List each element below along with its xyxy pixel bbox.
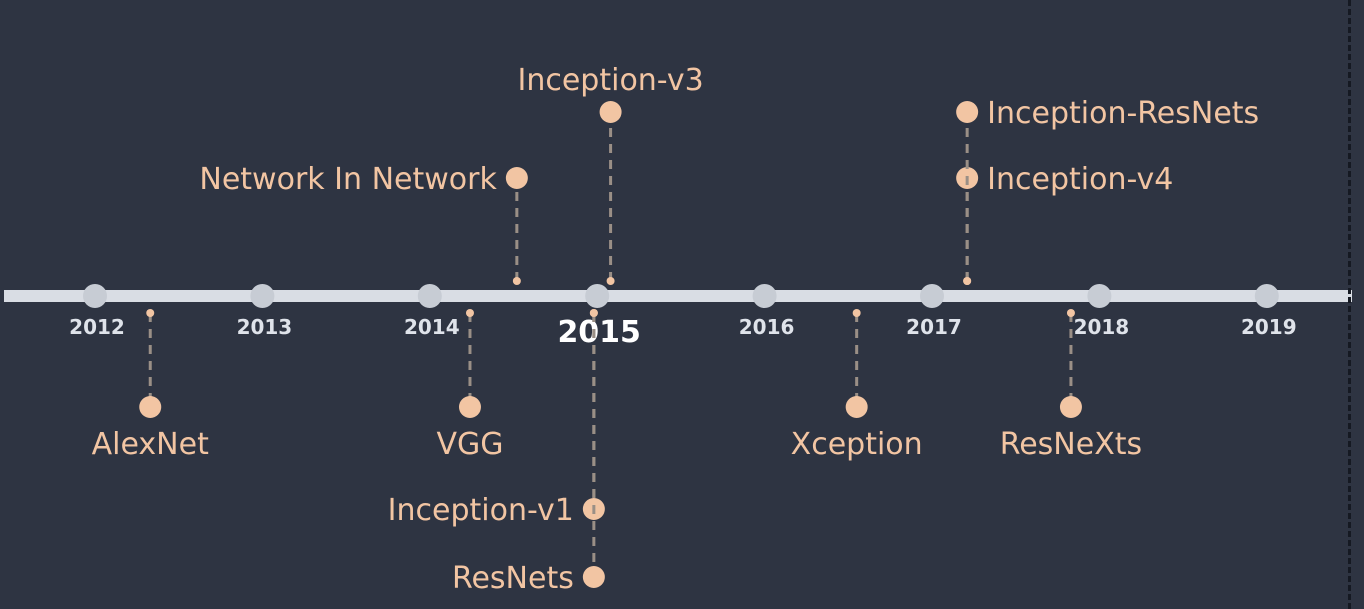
event-label-inception-v3: Inception-v3	[517, 63, 703, 98]
anchor-dot-resnets	[589, 309, 598, 317]
event-label-network-in-network: Network In Network	[199, 162, 497, 197]
anchor-dot-resnexts	[1066, 309, 1075, 317]
year-label-2019: 2019	[1241, 315, 1297, 339]
anchor-dot-inception-v3	[606, 277, 615, 285]
event-dot-vgg	[458, 396, 481, 418]
year-dot-2016	[752, 284, 777, 308]
anchor-dot-network-in-network	[512, 277, 521, 285]
year-label-2017: 2017	[906, 315, 962, 339]
event-dot-resnets	[582, 566, 605, 588]
event-label-resnexts: ResNeXts	[1000, 427, 1142, 462]
event-dot-resnexts	[1059, 396, 1082, 418]
event-dot-alexnet	[139, 396, 162, 418]
year-label-2013: 2013	[237, 315, 293, 339]
event-label-vgg: VGG	[436, 427, 503, 462]
year-dot-2013	[250, 284, 275, 308]
year-label-2012: 2012	[69, 315, 125, 339]
year-label-2018: 2018	[1074, 315, 1130, 339]
event-dot-network-in-network	[505, 167, 528, 189]
year-dot-2018	[1087, 284, 1112, 308]
event-label-alexnet: AlexNet	[92, 427, 209, 462]
event-label-resnets: ResNets	[452, 561, 574, 596]
event-label-inception-v4: Inception-v4	[987, 162, 1173, 197]
year-dot-2012	[83, 284, 107, 308]
year-label-2016: 2016	[739, 315, 795, 339]
anchor-dot-inception-resnets	[963, 277, 972, 285]
year-dot-2014	[417, 284, 442, 308]
event-dot-xception	[845, 396, 868, 418]
frame-border	[1348, 0, 1351, 609]
event-label-inception-v1: Inception-v1	[388, 493, 574, 528]
event-label-inception-resnets: Inception-ResNets	[987, 96, 1259, 131]
event-dot-inception-resnets	[956, 101, 979, 123]
anchor-dot-alexnet	[146, 309, 155, 317]
anchor-dot-xception	[852, 309, 861, 317]
year-dot-2019	[1254, 284, 1279, 308]
year-label-2015: 2015	[557, 315, 641, 350]
year-dot-2015	[585, 284, 610, 308]
year-dot-2017	[920, 284, 944, 308]
event-dot-inception-v3	[599, 101, 622, 123]
event-label-xception: Xception	[791, 427, 923, 462]
anchor-dot-vgg	[465, 309, 474, 317]
year-label-2014: 2014	[404, 315, 460, 339]
